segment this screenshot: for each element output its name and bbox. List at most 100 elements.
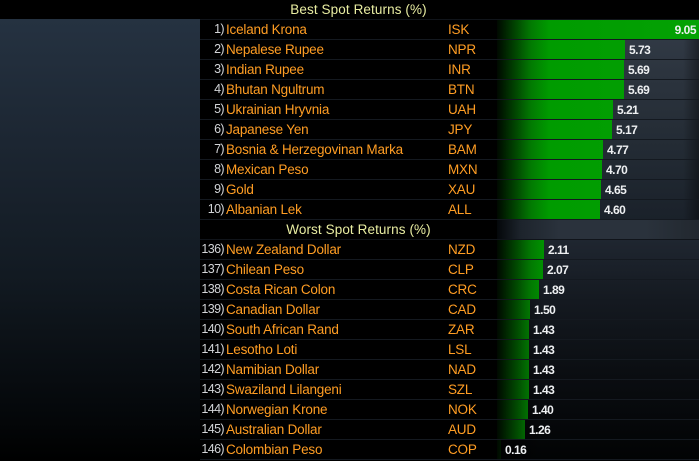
- currency-row[interactable]: 141) Lesotho Loti LSL 1.43: [200, 340, 699, 360]
- currency-row[interactable]: 7) Bosnia & Herzegovinan Marka BAM 4.77: [200, 140, 699, 160]
- return-value-label: 1.40: [532, 402, 554, 417]
- currency-code: MXN: [448, 162, 478, 177]
- return-bar: [497, 260, 543, 279]
- currency-code: ZAR: [448, 322, 475, 337]
- rank-label: 143): [201, 382, 224, 396]
- background-window-fragment: [0, 19, 200, 461]
- return-bar: [497, 200, 600, 219]
- bar-cell: 0.16: [497, 440, 699, 459]
- return-value-label: 1.26: [529, 422, 551, 437]
- rank-label: 1): [214, 22, 225, 36]
- currency-name: Norwegian Krone: [226, 402, 328, 417]
- currency-row[interactable]: 3) Indian Rupee INR 5.69: [200, 60, 699, 80]
- currency-row[interactable]: 143) Swaziland Lilangeni SZL 1.43: [200, 380, 699, 400]
- bar-cell: 1.43: [497, 380, 699, 399]
- currency-name: Chilean Peso: [226, 262, 304, 277]
- currency-code: XAU: [448, 182, 476, 197]
- return-bar: [497, 280, 539, 299]
- return-bar: [497, 160, 602, 179]
- bar-cell: 5.69: [497, 60, 699, 79]
- currency-name: Iceland Krona: [226, 22, 307, 37]
- currency-name: Canadian Dollar: [226, 302, 320, 317]
- return-value-label: 1.43: [533, 362, 555, 377]
- bar-cell: 9.05: [497, 20, 699, 39]
- spot-returns-chart: Best Spot Returns (%) 1) Iceland Krona I…: [200, 0, 699, 461]
- rank-label: 2): [214, 42, 225, 56]
- currency-name: South African Rand: [226, 322, 339, 337]
- return-value-label: 5.17: [616, 122, 638, 137]
- currency-row[interactable]: 142) Namibian Dollar NAD 1.43: [200, 360, 699, 380]
- bar-cell: 4.65: [497, 180, 699, 199]
- worst-rows-container: 136) New Zealand Dollar NZD 2.11 137) Ch…: [200, 240, 699, 460]
- currency-row[interactable]: 8) Mexican Peso MXN 4.70: [200, 160, 699, 180]
- currency-code: JPY: [448, 122, 473, 137]
- return-value-label: 4.70: [606, 162, 628, 177]
- currency-row[interactable]: 1) Iceland Krona ISK 9.05: [200, 20, 699, 40]
- currency-code: INR: [448, 62, 471, 77]
- return-value-label: 0.16: [505, 442, 527, 457]
- bar-cell: 5.17: [497, 120, 699, 139]
- currency-row[interactable]: 139) Canadian Dollar CAD 1.50: [200, 300, 699, 320]
- currency-row[interactable]: 138) Costa Rican Colon CRC 1.89: [200, 280, 699, 300]
- return-value-label: 4.60: [604, 202, 626, 217]
- currency-row[interactable]: 145) Australian Dollar AUD 1.26: [200, 420, 699, 440]
- currency-row[interactable]: 140) South African Rand ZAR 1.43: [200, 320, 699, 340]
- bar-cell: 1.89: [497, 280, 699, 299]
- rank-label: 146): [201, 442, 224, 456]
- currency-code: COP: [448, 442, 477, 457]
- currency-row[interactable]: 136) New Zealand Dollar NZD 2.11: [200, 240, 699, 260]
- currency-name: Japanese Yen: [226, 122, 309, 137]
- return-bar: [497, 400, 528, 419]
- chart-rows: Best Spot Returns (%) 1) Iceland Krona I…: [200, 0, 699, 460]
- return-bar: [497, 40, 625, 59]
- rank-label: 5): [214, 102, 225, 116]
- best-section-title-row: Best Spot Returns (%): [200, 0, 699, 20]
- rank-label: 136): [201, 242, 224, 256]
- return-bar: [497, 320, 529, 339]
- return-bar: [497, 300, 530, 319]
- rank-label: 4): [214, 82, 225, 96]
- currency-name: Namibian Dollar: [226, 362, 320, 377]
- return-bar: [497, 140, 603, 159]
- return-bar: [497, 440, 501, 459]
- currency-code: NAD: [448, 362, 476, 377]
- return-value-label: 1.43: [533, 382, 555, 397]
- currency-row[interactable]: 137) Chilean Peso CLP 2.07: [200, 260, 699, 280]
- currency-code: SZL: [448, 382, 473, 397]
- rank-label: 142): [201, 362, 224, 376]
- rank-label: 141): [201, 342, 224, 356]
- return-value-label: 2.07: [547, 262, 569, 277]
- rank-label: 3): [214, 62, 225, 76]
- bar-cell: 5.69: [497, 80, 699, 99]
- currency-row[interactable]: 10) Albanian Lek ALL 4.60: [200, 200, 699, 220]
- return-bar: [497, 340, 529, 359]
- return-bar: [497, 240, 544, 259]
- currency-name: Costa Rican Colon: [226, 282, 336, 297]
- currency-name: Australian Dollar: [226, 422, 322, 437]
- currency-row[interactable]: 146) Colombian Peso COP 0.16: [200, 440, 699, 460]
- bar-cell: 1.26: [497, 420, 699, 439]
- currency-code: UAH: [448, 102, 476, 117]
- currency-name: Bhutan Ngultrum: [226, 82, 325, 97]
- bar-cell: 1.43: [497, 340, 699, 359]
- rank-label: 6): [214, 122, 225, 136]
- return-bar: [497, 20, 699, 39]
- currency-code: BTN: [448, 82, 475, 97]
- currency-row[interactable]: 6) Japanese Yen JPY 5.17: [200, 120, 699, 140]
- currency-name: Indian Rupee: [226, 62, 304, 77]
- return-value-label: 2.11: [548, 242, 569, 257]
- currency-row[interactable]: 2) Nepalese Rupee NPR 5.73: [200, 40, 699, 60]
- rank-label: 137): [201, 262, 224, 276]
- bar-cell: 5.21: [497, 100, 699, 119]
- currency-row[interactable]: 5) Ukrainian Hryvnia UAH 5.21: [200, 100, 699, 120]
- currency-name: Albanian Lek: [226, 202, 302, 217]
- currency-row[interactable]: 144) Norwegian Krone NOK 1.40: [200, 400, 699, 420]
- bar-cell: 5.73: [497, 40, 699, 59]
- currency-code: AUD: [448, 422, 476, 437]
- currency-row[interactable]: 4) Bhutan Ngultrum BTN 5.69: [200, 80, 699, 100]
- return-bar: [497, 380, 529, 399]
- currency-row[interactable]: 9) Gold XAU 4.65: [200, 180, 699, 200]
- return-value-label: 5.69: [628, 82, 650, 97]
- return-value-label: 1.50: [534, 302, 556, 317]
